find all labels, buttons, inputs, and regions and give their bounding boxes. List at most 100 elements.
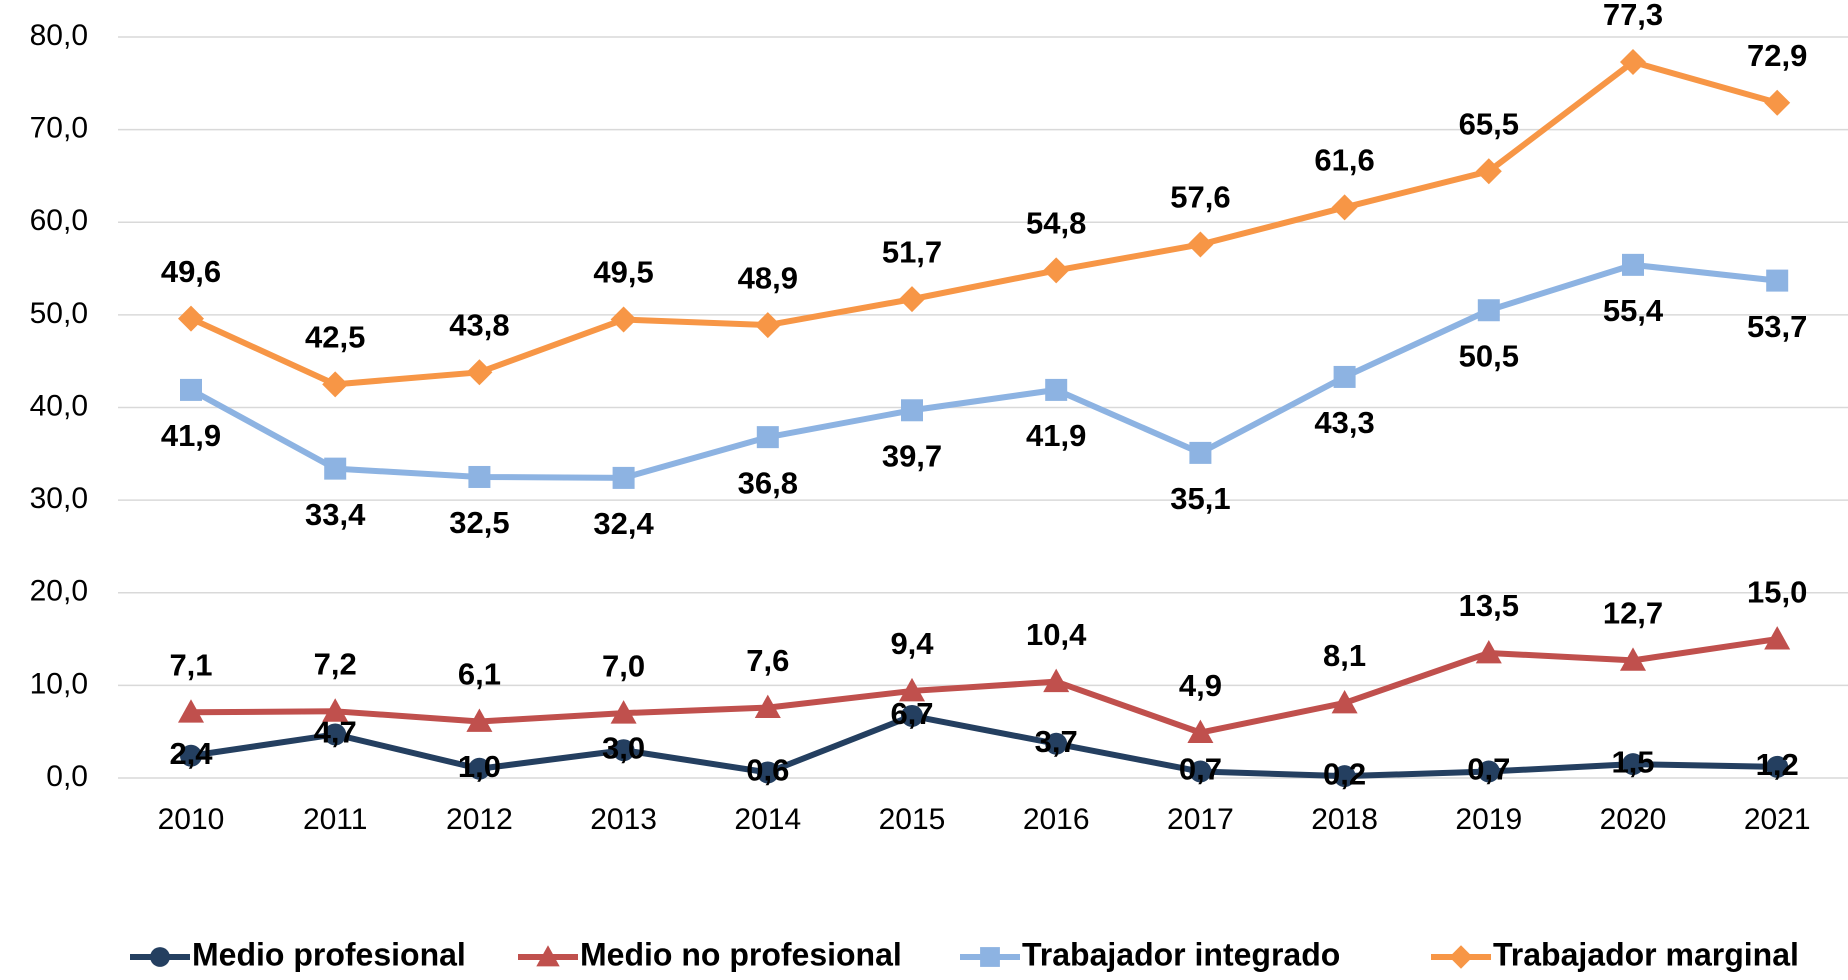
marker — [1043, 257, 1070, 284]
data-label: 39,7 — [882, 438, 942, 473]
data-label: 7,2 — [314, 646, 357, 681]
series-line — [189, 59, 1779, 388]
data-label: 36,8 — [738, 465, 798, 500]
data-label: 65,5 — [1459, 106, 1519, 141]
x-tick-label: 2016 — [1023, 803, 1090, 836]
marker — [756, 761, 779, 784]
marker — [1331, 194, 1358, 221]
data-label: 41,9 — [1026, 418, 1086, 453]
marker — [1477, 760, 1500, 783]
data-label: 43,3 — [1314, 405, 1374, 440]
data-label: 6,1 — [458, 657, 501, 692]
marker — [1333, 365, 1356, 388]
data-label: 7,0 — [602, 648, 645, 683]
data-label: 49,6 — [161, 254, 221, 289]
data-label: 50,5 — [1459, 338, 1519, 373]
marker — [1766, 755, 1789, 778]
legend-marker — [150, 947, 170, 967]
marker — [1764, 89, 1791, 116]
data-label: 54,8 — [1026, 206, 1086, 241]
data-label: 0,7 — [1179, 752, 1222, 787]
marker — [1620, 49, 1646, 76]
x-tick-label: 2020 — [1600, 803, 1667, 836]
data-label: 9,4 — [890, 626, 934, 661]
x-tick-label: 2017 — [1167, 803, 1234, 836]
marker — [180, 378, 202, 401]
marker — [1620, 647, 1646, 671]
y-tick-label: 10,0 — [30, 667, 88, 700]
data-label: 7,6 — [746, 643, 789, 678]
x-tick-label: 2021 — [1744, 803, 1811, 836]
marker — [178, 305, 204, 332]
data-label: 15,0 — [1747, 574, 1807, 609]
marker — [1622, 753, 1644, 776]
legend-marker — [536, 945, 560, 967]
legend-label: Medio profesional — [192, 936, 466, 972]
marker — [324, 723, 347, 746]
marker — [901, 399, 923, 422]
data-label: 1,2 — [1756, 747, 1799, 782]
data-label: 10,4 — [1026, 617, 1087, 652]
x-tick-label: 2011 — [303, 803, 368, 836]
data-label: 33,4 — [305, 497, 366, 532]
data-label: 13,5 — [1459, 588, 1519, 623]
data-label: 3,0 — [602, 730, 645, 765]
data-label: 55,4 — [1603, 293, 1664, 328]
marker — [1333, 765, 1356, 788]
series-line — [190, 636, 1778, 736]
x-tick-label: 2012 — [446, 803, 513, 836]
data-label: 61,6 — [1314, 143, 1374, 178]
series-line — [189, 261, 1778, 481]
marker — [468, 465, 491, 488]
marker — [754, 694, 781, 719]
marker — [1766, 269, 1789, 292]
data-label: 3,7 — [1035, 724, 1078, 759]
y-tick-label: 40,0 — [30, 389, 88, 422]
marker — [324, 457, 347, 480]
marker — [610, 306, 637, 333]
data-label: 32,4 — [593, 506, 654, 541]
legend-marker — [1449, 945, 1473, 969]
marker — [468, 757, 491, 780]
marker — [1187, 719, 1214, 744]
marker — [899, 677, 925, 702]
x-tick-label: 2013 — [590, 803, 657, 836]
data-label: 0,2 — [1323, 756, 1366, 791]
data-label: 1,0 — [458, 749, 501, 784]
data-label: 57,6 — [1170, 180, 1230, 215]
data-label: 41,9 — [161, 418, 221, 453]
marker — [1475, 639, 1502, 664]
marker — [1045, 378, 1068, 401]
data-label: 0,6 — [746, 753, 789, 788]
data-label: 12,7 — [1603, 596, 1663, 631]
marker — [1477, 299, 1500, 322]
y-tick-label: 50,0 — [30, 297, 88, 330]
y-tick-label: 80,0 — [30, 19, 88, 52]
marker — [466, 708, 493, 732]
data-label: 2,4 — [169, 736, 213, 771]
marker — [178, 699, 204, 723]
data-label: 35,1 — [1170, 481, 1230, 516]
y-tick-label: 20,0 — [30, 575, 88, 608]
marker — [1189, 441, 1212, 464]
legend-label: Trabajador marginal — [1493, 936, 1799, 972]
legend-label: Medio no profesional — [580, 936, 902, 972]
marker — [612, 739, 635, 762]
x-tick-label: 2018 — [1311, 803, 1378, 836]
data-label: 4,9 — [1179, 668, 1222, 703]
x-tick-label: 2014 — [734, 803, 801, 836]
data-label: 0,7 — [1467, 752, 1510, 787]
marker — [899, 286, 925, 313]
data-label: 7,1 — [169, 647, 212, 682]
marker — [322, 698, 349, 722]
data-label: 72,9 — [1747, 38, 1807, 73]
y-tick-label: 70,0 — [30, 112, 88, 145]
data-label: 32,5 — [449, 505, 509, 540]
marker — [322, 371, 349, 398]
data-label: 42,5 — [305, 320, 365, 355]
y-tick-label: 0,0 — [46, 760, 88, 793]
data-label: 43,8 — [449, 307, 509, 342]
marker — [754, 312, 781, 339]
data-label: 1,5 — [1611, 744, 1654, 779]
